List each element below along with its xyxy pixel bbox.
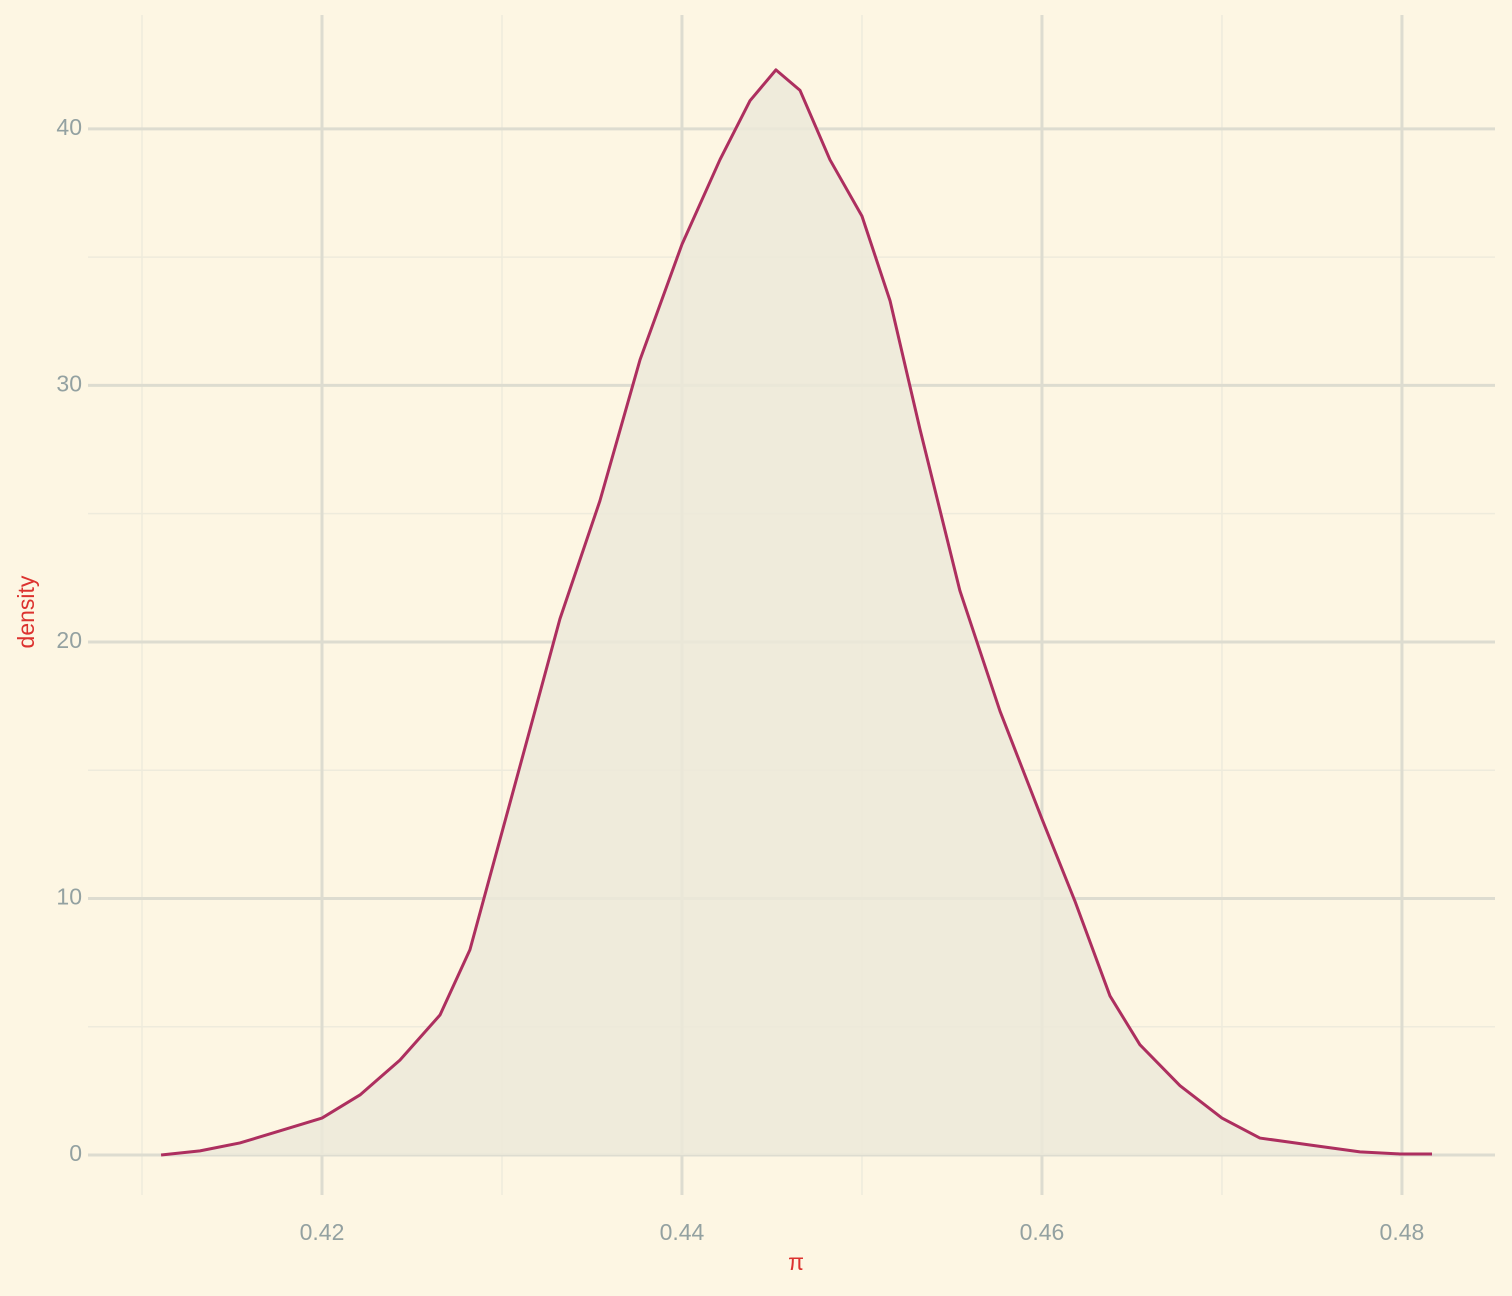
y-tick-label: 10 [56,884,82,910]
marks [160,68,1433,1157]
density-line [160,68,1432,1157]
x-tick-label: 0.48 [1380,1219,1425,1245]
y-tick-label: 0 [69,1140,82,1166]
x-axis-title: π [788,1249,804,1275]
x-tick-label: 0.42 [300,1219,345,1245]
y-axis-title: density [13,575,39,648]
y-tick-label: 30 [56,370,82,396]
y-tick-label: 40 [56,114,82,140]
y-tick-label: 20 [56,627,82,653]
x-tick-label: 0.44 [660,1219,705,1245]
x-tick-label: 0.46 [1020,1219,1065,1245]
density-area [161,69,1433,1155]
